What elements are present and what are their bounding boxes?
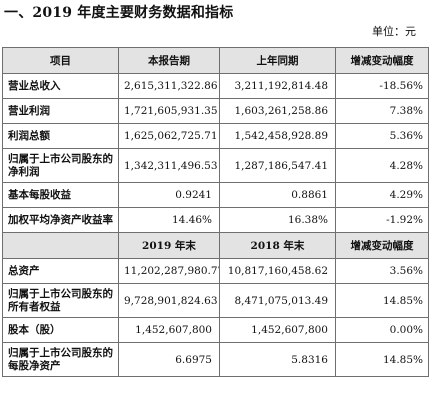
change-value: 5.36% <box>335 123 429 149</box>
header-item: 项目 <box>2 47 119 74</box>
table-row: 营业利润 1,721,605,931.35 1,603,261,258.86 7… <box>2 98 429 124</box>
change-value: 14.85% <box>335 283 429 318</box>
previous-value: 1,603,261,258.86 <box>219 98 336 124</box>
row-label: 总资产 <box>2 258 119 284</box>
previous-value: 16.38% <box>219 207 336 233</box>
current-value: 1,342,311,496.53 <box>118 148 220 183</box>
current-value: 6.6975 <box>118 342 220 377</box>
previous-value: 10,817,160,458.62 <box>219 258 336 284</box>
header-current-period: 本报告期 <box>118 47 220 74</box>
change-value: 7.38% <box>335 98 429 124</box>
change-value: -1.92% <box>335 207 429 233</box>
current-value: 0.9241 <box>118 182 220 208</box>
previous-value: 0.8861 <box>219 182 336 208</box>
header-change: 增减变动幅度 <box>335 47 429 74</box>
change-value: 3.56% <box>335 258 429 284</box>
current-value: 1,721,605,931.35 <box>118 98 220 124</box>
current-value: 9,728,901,824.63 <box>118 283 220 318</box>
table-row: 基本每股收益 0.9241 0.8861 4.29% <box>2 182 429 208</box>
row-label: 营业总收入 <box>2 73 119 99</box>
row-label: 归属于上市公司股东的所有者权益 <box>2 283 119 318</box>
current-value: 14.46% <box>118 207 220 233</box>
table-row: 归属于上市公司股东的净利润 1,342,311,496.53 1,287,186… <box>2 148 429 183</box>
current-value: 1,625,062,725.71 <box>118 123 220 149</box>
table-row: 营业总收入 2,615,311,322.86 3,211,192,814.48 … <box>2 73 429 99</box>
header-blank <box>2 232 119 259</box>
header-change: 增减变动幅度 <box>335 232 429 259</box>
row-label: 归属于上市公司股东的净利润 <box>2 148 119 183</box>
previous-value: 8,471,075,013.49 <box>219 283 336 318</box>
header-year-end-2019: 2019 年末 <box>118 232 220 259</box>
change-value: 14.85% <box>335 342 429 377</box>
header-prior-period: 上年同期 <box>219 47 336 74</box>
row-label: 基本每股收益 <box>2 182 119 208</box>
previous-value: 5.8316 <box>219 342 336 377</box>
change-value: -18.56% <box>335 73 429 99</box>
previous-value: 3,211,192,814.48 <box>219 73 336 99</box>
change-value: 4.28% <box>335 148 429 183</box>
table-row: 股本（股） 1,452,607,800 1,452,607,800 0.00% <box>2 317 429 343</box>
section-title: 一、2019 年度主要财务数据和指标 <box>4 5 234 21</box>
table-row: 总资产 11,202,287,980.77 10,817,160,458.62 … <box>2 258 429 284</box>
financial-data-table: 项目 本报告期 上年同期 增减变动幅度 营业总收入 2,615,311,322.… <box>2 47 429 377</box>
unit-label: 单位：元 <box>372 25 416 38</box>
row-label: 加权平均净资产收益率 <box>2 207 119 233</box>
row-label: 归属于上市公司股东的每股净资产 <box>2 342 119 377</box>
row-label: 利润总额 <box>2 123 119 149</box>
table-row: 加权平均净资产收益率 14.46% 16.38% -1.92% <box>2 207 429 233</box>
previous-value: 1,542,458,928.89 <box>219 123 336 149</box>
table-header-row: 项目 本报告期 上年同期 增减变动幅度 <box>2 47 429 74</box>
change-value: 4.29% <box>335 182 429 208</box>
table-row: 利润总额 1,625,062,725.71 1,542,458,928.89 5… <box>2 123 429 149</box>
change-value: 0.00% <box>335 317 429 343</box>
table-row: 归属于上市公司股东的所有者权益 9,728,901,824.63 8,471,0… <box>2 283 429 318</box>
previous-value: 1,287,186,547.41 <box>219 148 336 183</box>
row-label: 股本（股） <box>2 317 119 343</box>
table-header-row: 2019 年末 2018 年末 增减变动幅度 <box>2 232 429 259</box>
table-row: 归属于上市公司股东的每股净资产 6.6975 5.8316 14.85% <box>2 342 429 377</box>
current-value: 1,452,607,800 <box>118 317 220 343</box>
current-value: 11,202,287,980.77 <box>118 258 220 284</box>
current-value: 2,615,311,322.86 <box>118 73 220 99</box>
header-year-end-2018: 2018 年末 <box>219 232 336 259</box>
previous-value: 1,452,607,800 <box>219 317 336 343</box>
row-label: 营业利润 <box>2 98 119 124</box>
